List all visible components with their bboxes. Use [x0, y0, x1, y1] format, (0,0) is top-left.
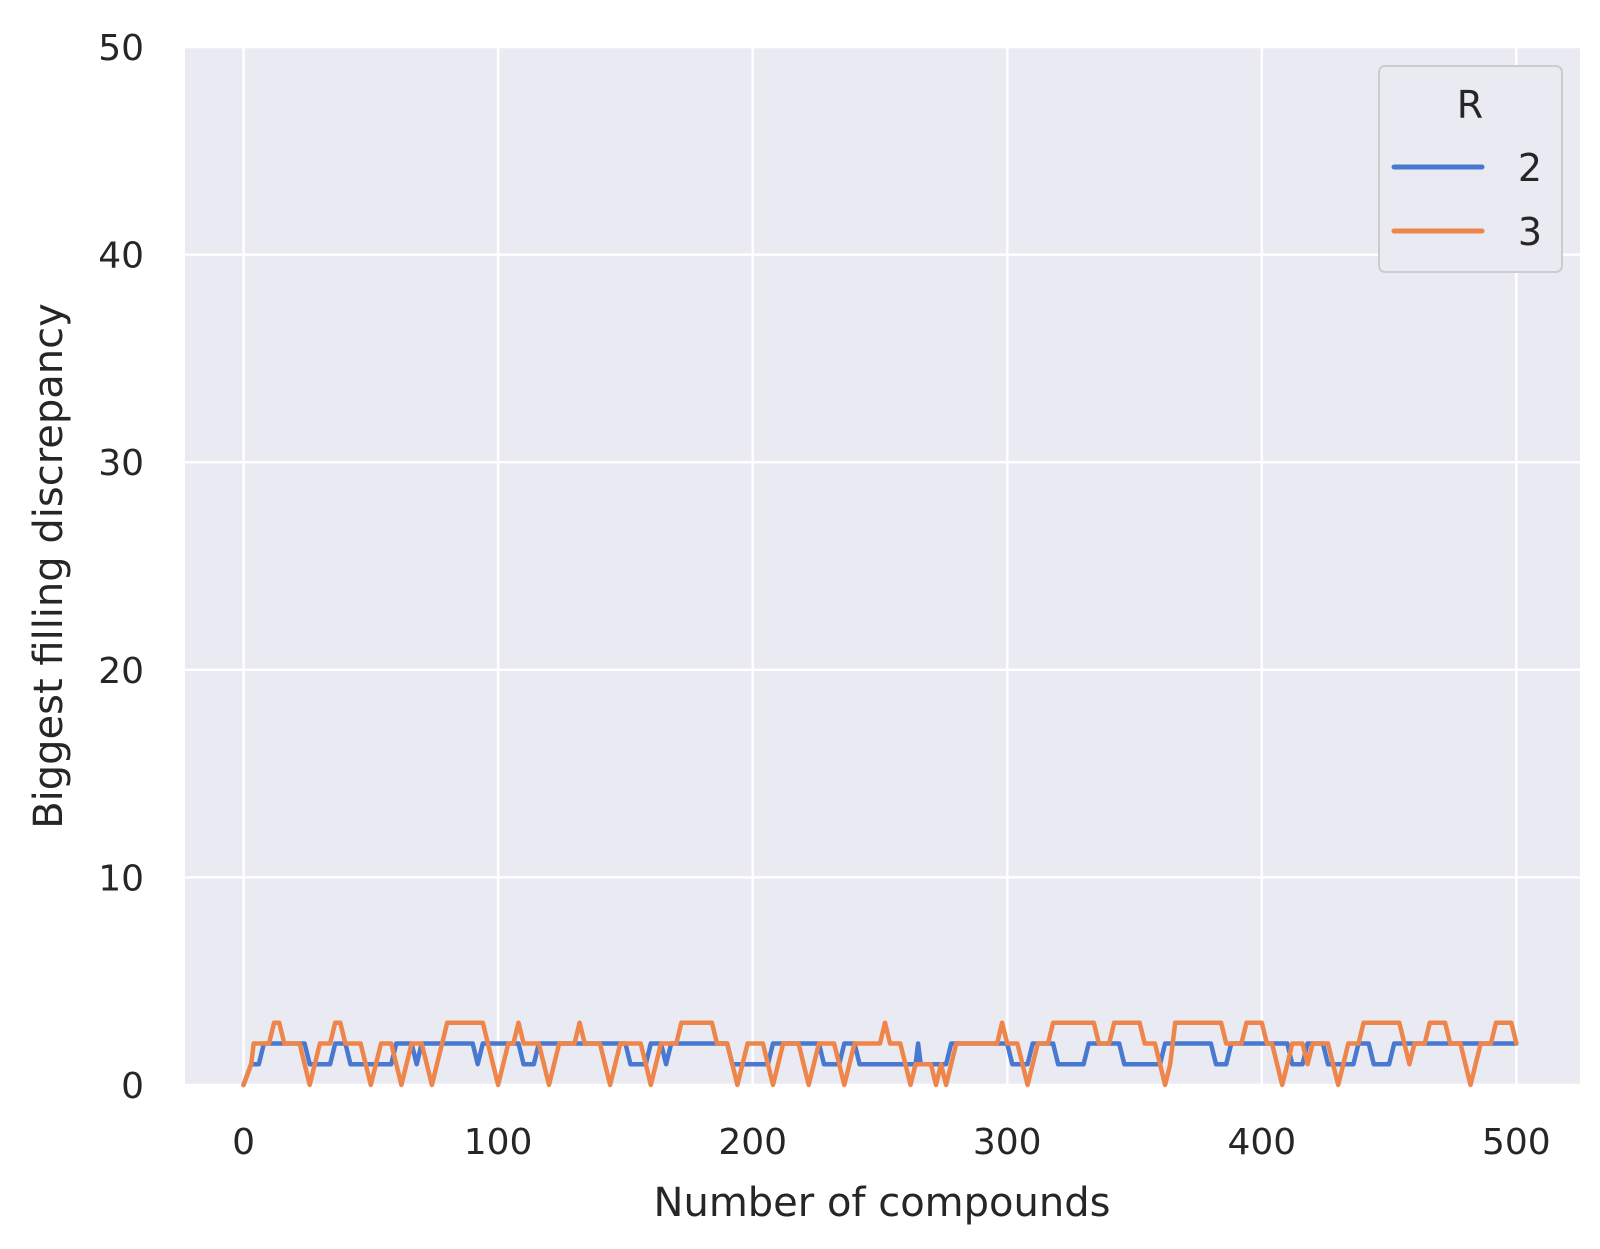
y-axis-label: Biggest filling discrepancy [26, 303, 72, 829]
legend: R 2 3 [1378, 65, 1563, 273]
y-tick-label: 20 [98, 651, 144, 692]
x-tick-label: 400 [1227, 1122, 1296, 1163]
y-tick-label: 0 [121, 1066, 144, 1107]
y-tick-label: 50 [98, 28, 144, 69]
legend-label-series-3: 3 [1518, 210, 1542, 254]
series-layer [241, 1020, 1519, 1088]
y-tick-label: 40 [98, 236, 144, 277]
x-tick-label: 100 [464, 1122, 533, 1163]
x-tick-label: 0 [232, 1122, 255, 1163]
y-tick-label: 30 [98, 443, 144, 484]
tick-layer: 0 100 200 300 400 500 0 10 20 30 40 50 [98, 28, 1551, 1163]
series-line-3 [241, 1020, 1519, 1088]
legend-title: R [1457, 83, 1483, 127]
x-tick-label: 200 [718, 1122, 787, 1163]
legend-label-series-2: 2 [1518, 146, 1542, 190]
y-tick-label: 10 [98, 858, 144, 899]
x-tick-label: 500 [1482, 1122, 1551, 1163]
x-axis-label: Number of compounds [654, 1180, 1111, 1226]
x-tick-label: 300 [973, 1122, 1042, 1163]
plot-background [185, 47, 1580, 1085]
